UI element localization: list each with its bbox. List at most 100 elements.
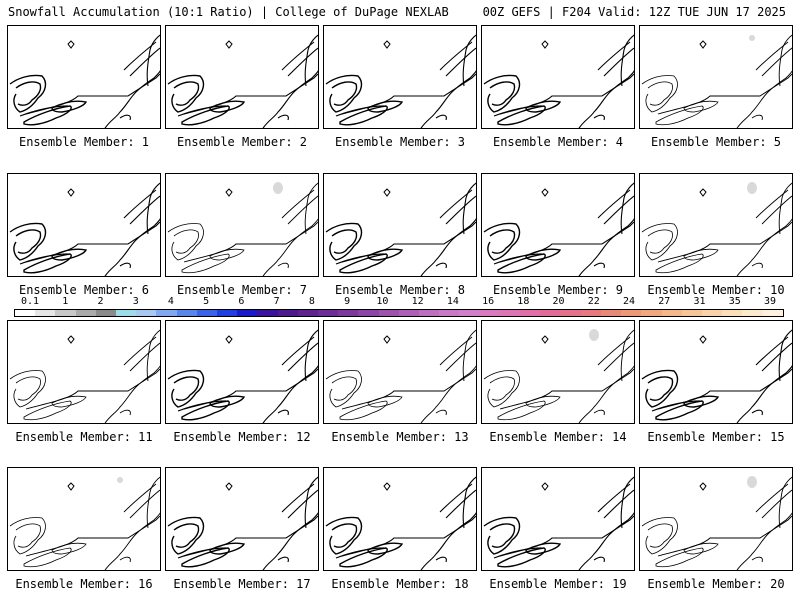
northeast-us-map <box>483 34 634 128</box>
colorbar-tick-label: 4 <box>167 296 174 307</box>
colorbar-swatch <box>419 310 440 316</box>
colorbar-tick-label: 39 <box>763 296 777 307</box>
diamond-marker-icon <box>383 40 391 49</box>
northeast-us-map <box>325 329 476 423</box>
great-lakes-outline <box>181 400 230 421</box>
coastline-border-outline <box>778 329 792 382</box>
great-lakes-outline <box>325 370 362 408</box>
ensemble-map-panel-12 <box>165 320 319 424</box>
coastline-border-outline <box>593 262 605 269</box>
northeast-us-map <box>325 34 476 128</box>
colorbar-swatch <box>681 310 702 316</box>
colorbar-swatch <box>277 310 298 316</box>
northeast-us-map <box>9 329 160 423</box>
coastline-border-outline <box>104 365 160 423</box>
coastline-border-outline <box>420 70 476 128</box>
diamond-marker-icon <box>383 188 391 197</box>
coastline-border-outline <box>277 114 289 121</box>
ensemble-map-panel-20 <box>639 467 793 571</box>
coastline-border-outline <box>778 34 792 87</box>
ensemble-member-label: Ensemble Member: 17 <box>173 577 311 591</box>
header-right-valid-time: 00Z GEFS | F204 Valid: 12Z TUE JUN 17 20… <box>482 5 786 19</box>
coastline-border-outline <box>462 34 476 87</box>
colorbar-tick-label: 0.1 <box>20 296 40 307</box>
great-lakes-outline <box>331 229 358 254</box>
great-lakes-outline <box>173 81 200 106</box>
coastline-border-outline <box>736 218 792 276</box>
colorbar-tick-label: 20 <box>552 296 565 307</box>
coastline-border-outline <box>439 41 476 77</box>
diamond-marker-icon <box>67 188 75 197</box>
great-lakes-outline <box>209 248 245 261</box>
ensemble-map-panel-1 <box>7 25 161 129</box>
great-lakes-outline <box>525 542 562 555</box>
colorbar-swatch <box>398 310 420 316</box>
coastline-border-outline <box>277 409 289 416</box>
northeast-us-map <box>483 182 634 276</box>
colorbar-swatch <box>136 310 157 316</box>
diamond-marker-icon <box>383 482 391 491</box>
great-lakes-outline <box>15 81 42 106</box>
coastline-border-outline <box>277 556 289 563</box>
great-lakes-outline <box>655 547 704 568</box>
coastline-border-outline <box>435 114 447 121</box>
lake-contour <box>651 400 701 412</box>
coastline-border-outline <box>104 218 160 276</box>
great-lakes-outline <box>367 100 404 113</box>
lake-contour <box>177 400 227 412</box>
colorbar-swatch <box>742 310 763 316</box>
great-lakes-outline <box>367 248 404 261</box>
colorbar-swatch <box>156 310 177 316</box>
coastline-border-outline <box>620 476 634 529</box>
northeast-us-map <box>641 182 792 276</box>
colorbar-tick-label: 10 <box>376 296 389 307</box>
great-lakes-outline <box>525 395 561 408</box>
great-lakes-outline <box>647 81 673 106</box>
northeast-us-map <box>167 34 318 128</box>
great-lakes-outline <box>51 100 88 113</box>
coastline-border-outline <box>262 512 318 570</box>
colorbar-swatch <box>600 310 622 316</box>
lake-contour <box>177 105 227 117</box>
great-lakes-outline <box>51 395 87 408</box>
colorbar-swatch <box>217 310 238 316</box>
great-lakes-outline <box>489 523 516 548</box>
diamond-marker-icon <box>699 188 707 197</box>
coastline-border-outline <box>778 476 792 529</box>
diamond-marker-icon <box>225 188 233 197</box>
great-lakes-outline <box>15 523 41 548</box>
colorbar-swatch <box>378 310 399 316</box>
great-lakes-outline <box>167 223 204 261</box>
diamond-marker-icon <box>383 335 391 344</box>
great-lakes-outline <box>497 105 546 126</box>
colorbar-swatch <box>338 310 359 316</box>
coastline-border-outline <box>657 515 792 557</box>
coastline-border-outline <box>462 182 476 235</box>
ensemble-map-panel-6 <box>7 173 161 277</box>
coastline-border-outline <box>755 41 792 77</box>
coastline-border-outline <box>281 41 318 77</box>
ensemble-member-label: Ensemble Member: 18 <box>331 577 469 591</box>
great-lakes-outline <box>367 395 403 408</box>
coastline-border-outline <box>593 114 605 121</box>
lake-contour <box>335 105 385 117</box>
coastline-border-outline <box>420 365 476 423</box>
coastline-border-outline <box>620 329 634 382</box>
ensemble-member-label: Ensemble Member: 3 <box>334 135 466 149</box>
diamond-marker-icon <box>225 482 233 491</box>
great-lakes-outline <box>525 100 562 113</box>
ensemble-map-panel-9 <box>481 173 635 277</box>
ensemble-member-label: Ensemble Member: 9 <box>492 283 624 297</box>
ensemble-map-panel-15 <box>639 320 793 424</box>
ensemble-map-panel-11 <box>7 320 161 424</box>
great-lakes-outline <box>497 400 546 421</box>
great-lakes-outline <box>683 395 720 408</box>
great-lakes-outline <box>173 229 199 254</box>
great-lakes-outline <box>483 516 521 555</box>
colorbar-tick-label: 2 <box>97 296 104 307</box>
lake-contour <box>335 547 385 559</box>
colorbar-swatch <box>520 310 541 316</box>
northeast-us-map <box>167 329 318 423</box>
colorbar-swatch <box>641 310 662 316</box>
colorbar-tick-label: 1 <box>62 296 69 307</box>
